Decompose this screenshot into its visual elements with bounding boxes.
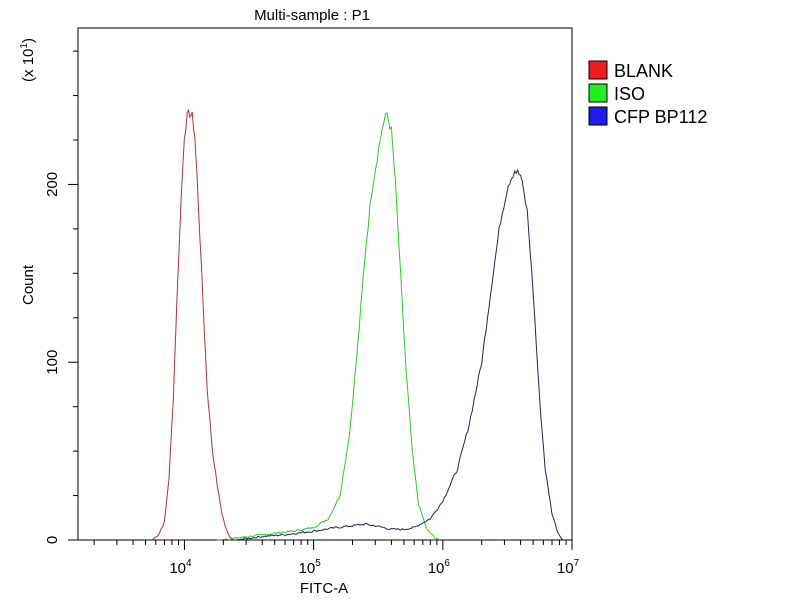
legend-label-2: CFP BP112 [614,107,707,127]
legend-label-1: ISO [614,84,645,104]
x-tick-label: 107 [557,558,580,577]
y-axis-label: Count [20,264,37,305]
legend-swatch-2 [588,106,608,126]
legend-swatch-1 [588,83,608,103]
x-tick-base: 10 [428,560,445,577]
x-tick-exp: 4 [186,558,192,569]
y-axis: 0 100 200 [44,50,78,544]
y-tick-label: 200 [44,172,61,197]
x-tick-label: 106 [428,558,451,577]
series-line-1 [217,112,441,541]
series-layer [151,108,564,541]
y-multiplier-suffix: ) [20,38,37,43]
y-multiplier-prefix: (x 10 [20,49,37,82]
x-tick-label: 105 [299,558,322,577]
legend-label-0: BLANK [614,61,673,81]
x-tick-exp: 5 [315,558,321,569]
y-tick-label: 0 [44,536,61,544]
x-axis-label: FITC-A [300,580,348,597]
x-tick-base: 10 [557,560,574,577]
plot-frame [77,27,573,541]
y-multiplier-exp: 1 [19,43,30,49]
x-tick-exp: 7 [574,558,580,569]
x-tick-exp: 6 [444,558,450,569]
series-line-2 [235,168,564,541]
y-tick-label: 100 [44,350,61,375]
legend: BLANK ISO CFP BP112 [588,60,707,127]
x-axis: 104 105 106 107 [93,540,580,577]
series-line-0 [151,108,234,541]
y-multiplier-label: (x 101) [19,38,37,82]
chart-title: Multi-sample : P1 [254,7,370,24]
x-tick-base: 10 [169,560,186,577]
legend-swatch-0 [588,60,608,80]
x-tick-base: 10 [299,560,316,577]
x-tick-label: 104 [169,558,192,577]
